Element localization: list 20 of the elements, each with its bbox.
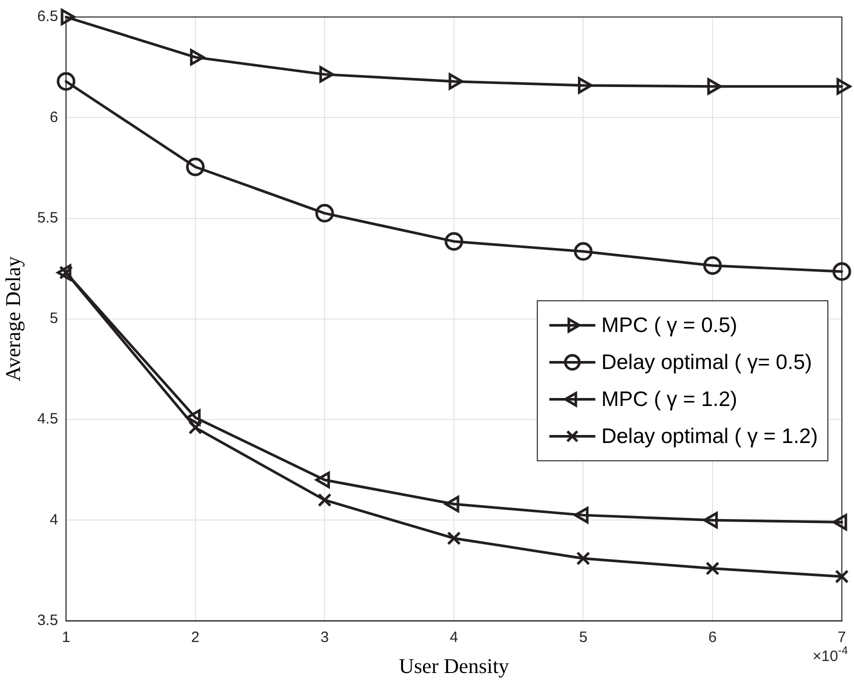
x-tick-label: 6: [708, 628, 717, 646]
x-tick-label: 1: [62, 628, 70, 646]
y-tick-label: 4: [50, 511, 58, 528]
x-tick-label: 5: [579, 628, 588, 646]
legend-label: Delay optimal ( γ = 1.2): [601, 425, 818, 448]
legend-label: Delay optimal ( γ= 0.5): [601, 351, 812, 374]
y-tick-label: 3.5: [37, 612, 58, 629]
x-tick-label: 3: [320, 628, 329, 646]
x-axis-title: User Density: [398, 654, 510, 678]
x-tick-label: 4: [450, 628, 458, 646]
legend-label: MPC ( γ = 0.5): [601, 314, 738, 338]
x-tick-label: 2: [191, 628, 200, 646]
x-tick-label: 7: [838, 628, 846, 646]
y-tick-label: 6: [50, 108, 58, 126]
y-tick-label: 5.5: [37, 209, 58, 226]
legend-label: MPC ( γ = 1.2): [601, 388, 738, 412]
y-tick-label: 5: [50, 310, 58, 328]
y-tick-label: 4.5: [37, 410, 58, 428]
y-axis-title: Average Delay: [1, 256, 26, 382]
y-tick-label: 6.5: [37, 8, 58, 26]
